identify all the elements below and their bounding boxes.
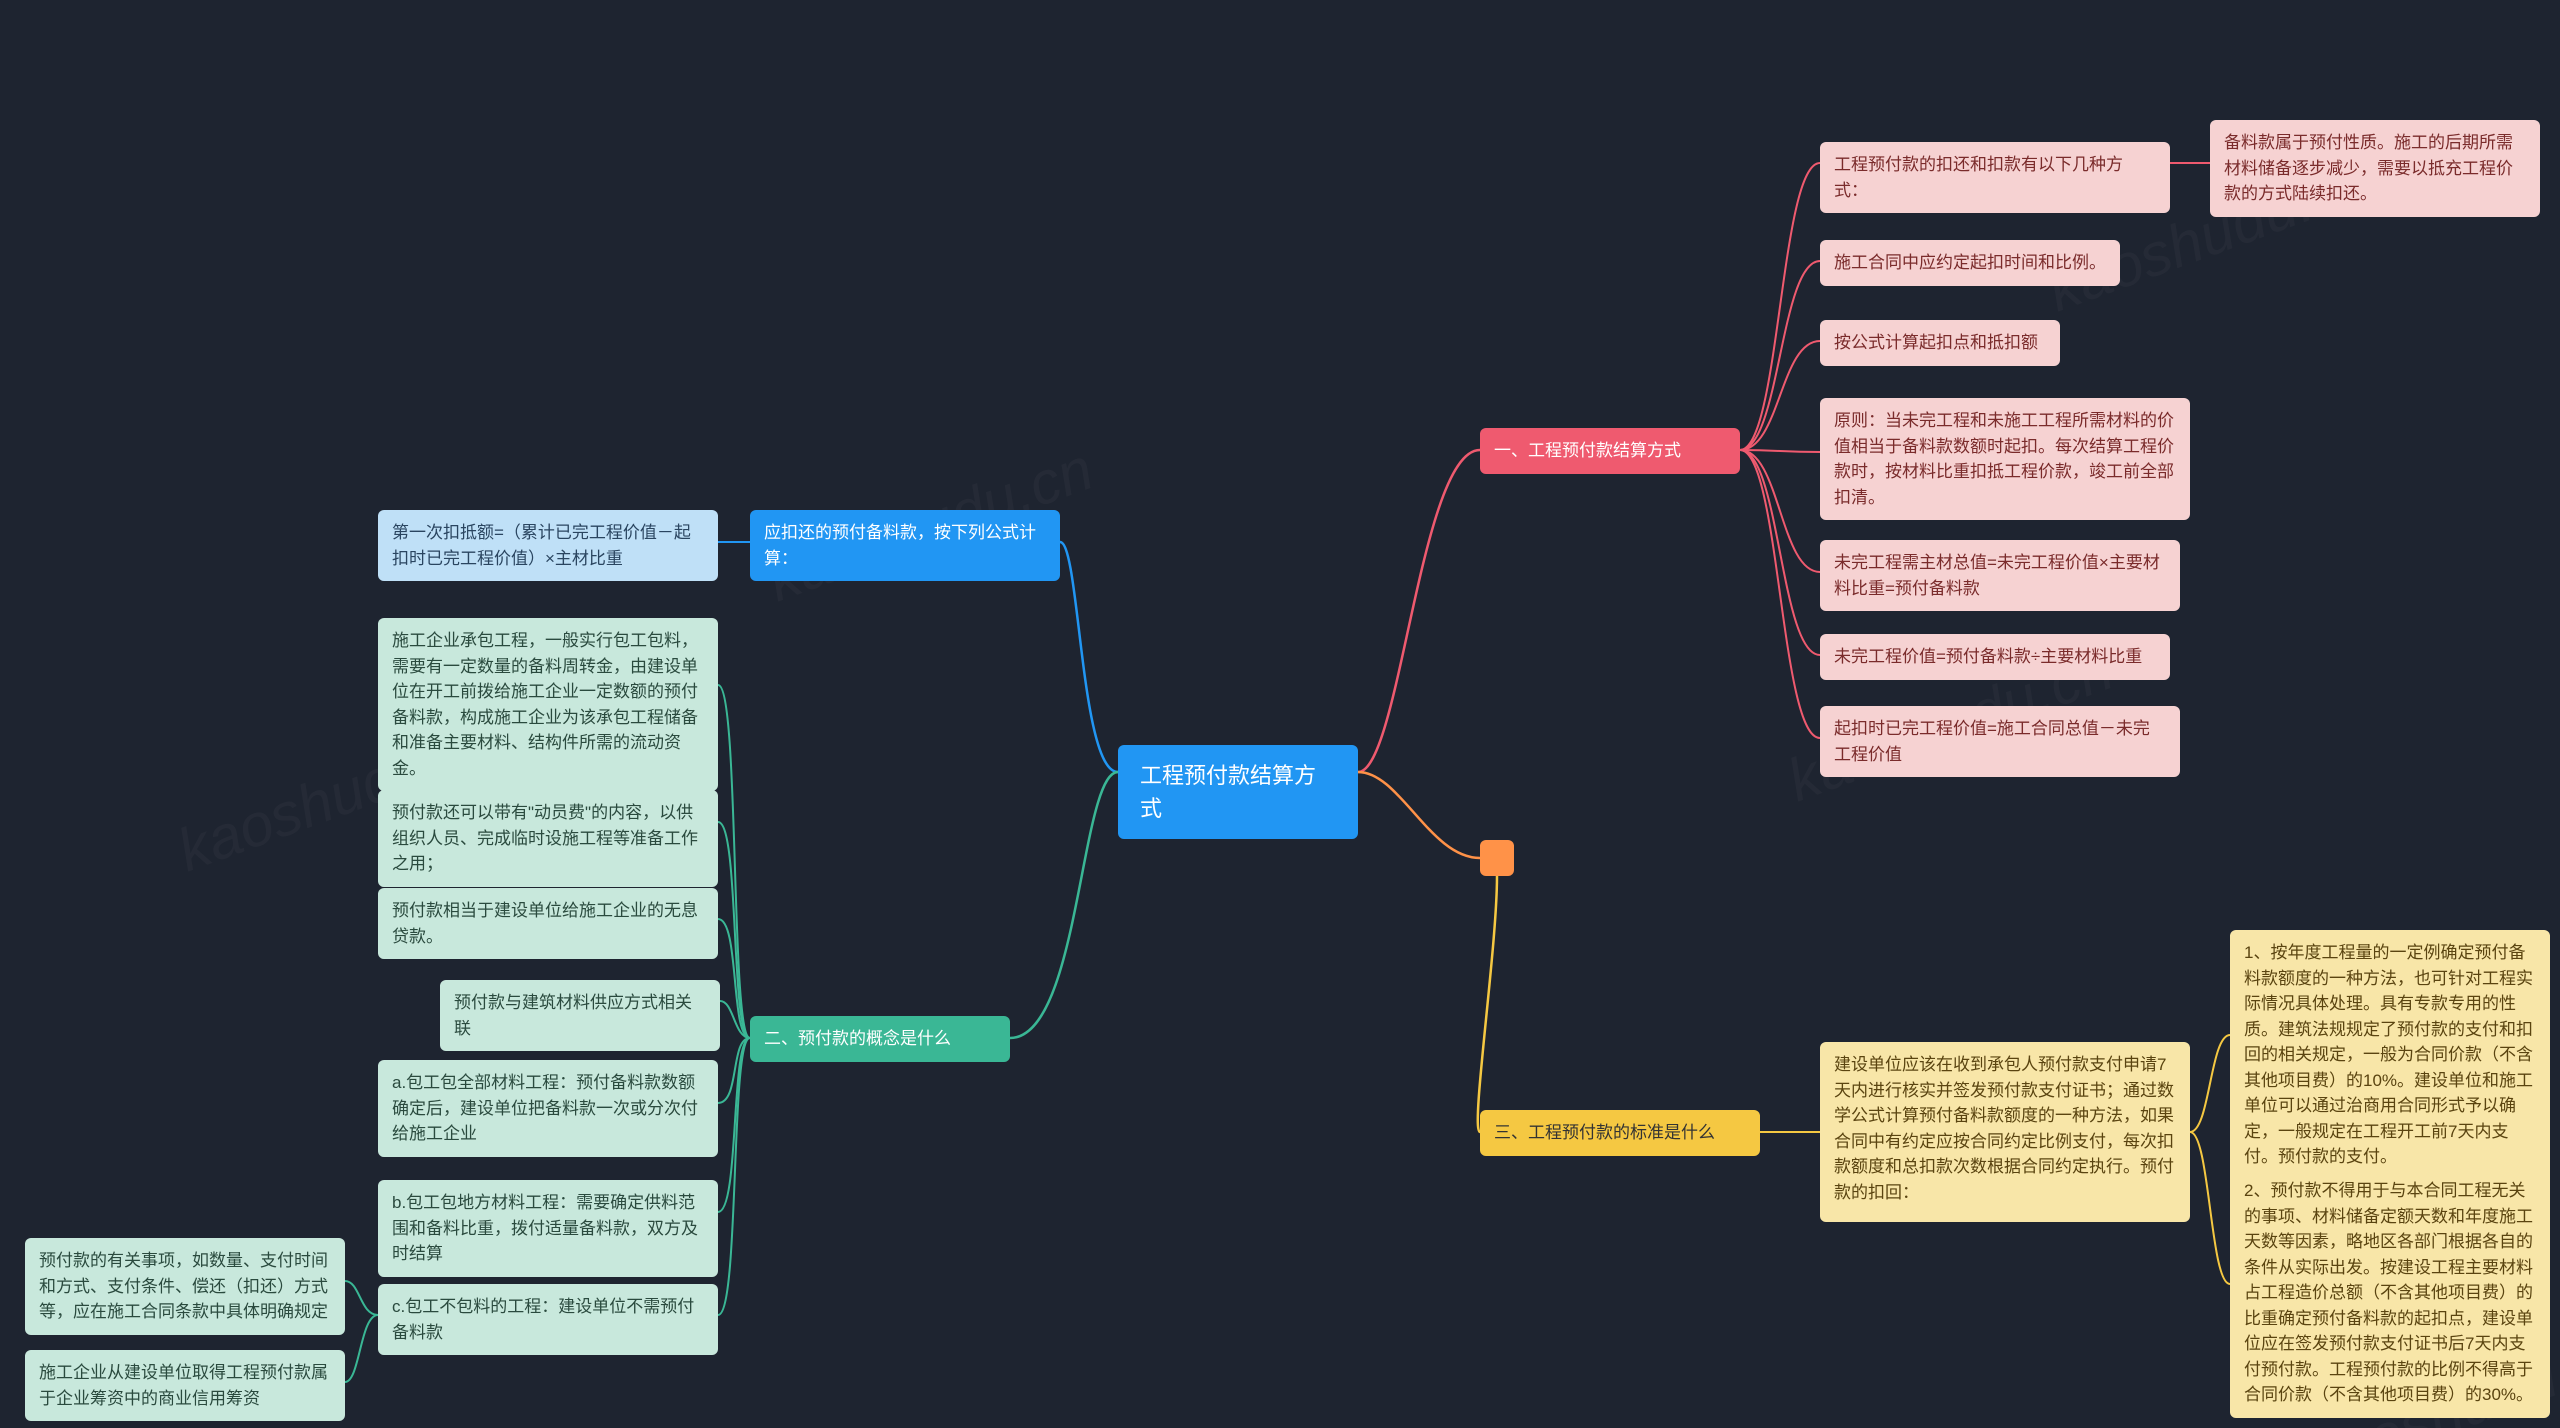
leaf: 按公式计算起扣点和抵扣额: [1820, 320, 2060, 366]
leaf: a.包工包全部材料工程：预付备料款数额确定后，建设单位把备料款一次或分次付给施工…: [378, 1060, 718, 1157]
branch-three[interactable]: 三、工程预付款的标准是什么: [1480, 1110, 1760, 1156]
leaf: 未完工程需主材总值=未完工程价值×主要材料比重=预付备料款: [1820, 540, 2180, 611]
leaf: 预付款还可以带有"动员费"的内容，以供组织人员、完成临时设施工程等准备工作之用；: [378, 790, 718, 887]
leaf: 2、预付款不得用于与本合同工程无关的事项、材料储备定额天数和年度施工天数等因素，…: [2230, 1168, 2550, 1418]
leaf: b.包工包地方材料工程：需要确定供料范围和备料比重，拨付适量备料款，双方及时结算: [378, 1180, 718, 1277]
leaf: 起扣时已完工程价值=施工合同总值－未完工程价值: [1820, 706, 2180, 777]
leaf: 施工企业承包工程，一般实行包工包料，需要有一定数量的备料周转金，由建设单位在开工…: [378, 618, 718, 791]
root-node[interactable]: 工程预付款结算方式: [1118, 745, 1358, 839]
leaf: 原则：当未完工程和未施工工程所需材料的价值相当于备料款数额时起扣。每次结算工程价…: [1820, 398, 2190, 520]
leaf: 建设单位应该在收到承包人预付款支付申请7天内进行核实并签发预付款支付证书；通过数…: [1820, 1042, 2190, 1222]
leaf: 预付款相当于建设单位给施工企业的无息贷款。: [378, 888, 718, 959]
branch-two[interactable]: 二、预付款的概念是什么: [750, 1016, 1010, 1062]
leaf: 预付款的有关事项，如数量、支付时间和方式、支付条件、偿还（扣还）方式等，应在施工…: [25, 1238, 345, 1335]
branch-one[interactable]: 一、工程预付款结算方式: [1480, 428, 1740, 474]
leaf: 1、按年度工程量的一定例确定预付备料款额度的一种方法，也可针对工程实际情况具体处…: [2230, 930, 2550, 1180]
leaf: 施工合同中应约定起扣时间和比例。: [1820, 240, 2120, 286]
branch-formula[interactable]: 应扣还的预付备料款，按下列公式计算：: [750, 510, 1060, 581]
leaf: 备料款属于预付性质。施工的后期所需材料储备逐步减少，需要以抵充工程价款的方式陆续…: [2210, 120, 2540, 217]
leaf: 施工企业从建设单位取得工程预付款属于企业筹资中的商业信用筹资: [25, 1350, 345, 1421]
leaf: c.包工不包料的工程：建设单位不需预付备料款: [378, 1284, 718, 1355]
leaf: 预付款与建筑材料供应方式相关联: [440, 980, 720, 1051]
leaf: 第一次扣抵额=（累计已完工程价值－起扣时已完工程价值）×主材比重: [378, 510, 718, 581]
leaf: 未完工程价值=预付备料款÷主要材料比重: [1820, 634, 2170, 680]
leaf: 工程预付款的扣还和扣款有以下几种方式：: [1820, 142, 2170, 213]
hub-node[interactable]: [1480, 840, 1514, 876]
